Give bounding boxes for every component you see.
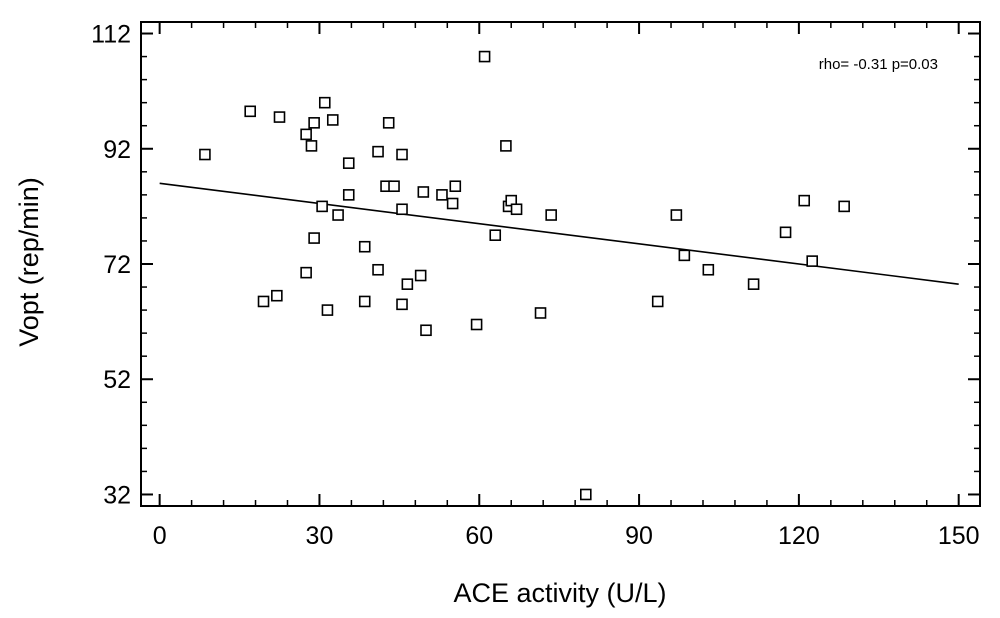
data-point <box>414 269 427 282</box>
x-tick-label: 0 <box>153 522 167 550</box>
data-point <box>382 117 395 129</box>
y-axis-title: Vopt (rep/min) <box>14 177 44 347</box>
data-point <box>326 114 339 126</box>
data-point <box>580 488 592 501</box>
data-point <box>257 295 270 308</box>
data-point <box>470 318 483 331</box>
data-point <box>651 295 664 308</box>
data-point <box>358 295 371 308</box>
data-point <box>273 111 286 123</box>
y-tick-label: 52 <box>103 366 131 394</box>
y-tick-label: 112 <box>91 21 131 49</box>
data-point <box>244 105 257 118</box>
data-point <box>489 229 502 241</box>
minor-ticks <box>141 22 980 506</box>
fit-line-layer <box>159 182 959 285</box>
data-point <box>342 157 355 169</box>
data-point <box>316 200 328 213</box>
data-point <box>318 96 331 109</box>
data-point <box>420 324 432 337</box>
y-tick-label: 32 <box>103 481 131 509</box>
data-point <box>436 189 448 201</box>
data-point <box>747 278 760 290</box>
tick-labels: 0 30 60 90 120 150 32 52 72 92 112 <box>91 21 979 550</box>
data-point <box>305 140 318 152</box>
data-point <box>308 117 320 129</box>
x-tick-label: 90 <box>625 522 653 550</box>
data-point <box>510 203 523 216</box>
data-point <box>300 128 312 141</box>
x-axis-title: ACE activity (U/L) <box>453 578 666 608</box>
data-point <box>308 232 320 244</box>
data-point <box>271 289 283 302</box>
points-layer <box>199 50 850 501</box>
data-point <box>798 194 811 207</box>
data-point <box>806 255 819 267</box>
major-ticks <box>141 22 980 506</box>
data-point <box>332 209 344 221</box>
data-point <box>401 278 414 290</box>
data-point <box>300 266 312 279</box>
x-tick-label: 150 <box>938 522 980 550</box>
regression-line <box>159 182 959 285</box>
data-point <box>702 263 715 276</box>
data-point <box>449 180 462 193</box>
data-point <box>779 226 792 239</box>
data-point <box>478 50 491 63</box>
data-point <box>199 148 211 161</box>
data-point <box>534 307 547 319</box>
x-tick-label: 30 <box>306 522 334 550</box>
x-tick-label: 120 <box>778 522 820 550</box>
data-point <box>396 203 408 216</box>
data-point <box>446 197 459 210</box>
y-tick-label: 92 <box>103 136 131 164</box>
data-point <box>500 140 512 152</box>
data-point <box>372 263 384 276</box>
data-point <box>372 145 384 158</box>
data-point <box>678 249 691 262</box>
y-tick-label: 72 <box>103 251 131 279</box>
data-point <box>388 180 400 193</box>
data-point <box>838 200 850 213</box>
plot-frame <box>140 21 981 507</box>
data-point <box>358 240 371 253</box>
data-point <box>396 148 408 161</box>
x-tick-label: 60 <box>465 522 493 550</box>
data-point <box>321 304 334 316</box>
data-point <box>417 186 430 198</box>
data-point <box>396 298 408 311</box>
data-point <box>670 209 683 221</box>
data-point <box>342 189 355 201</box>
annotation-stats: rho= -0.31 p=0.03 <box>819 56 938 73</box>
data-point <box>545 209 557 221</box>
